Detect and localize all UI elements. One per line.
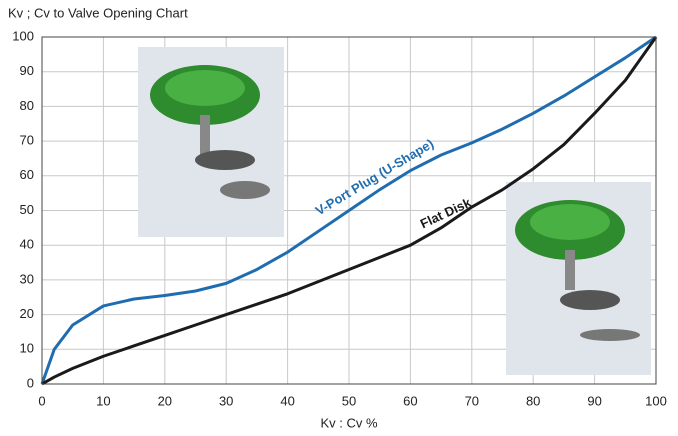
y-tick-label: 90: [20, 63, 34, 78]
series-line: [41, 36, 658, 386]
x-tick-label: 100: [645, 393, 667, 408]
x-tick-label: 50: [342, 393, 356, 408]
y-tick-label: 50: [20, 202, 34, 217]
product-image: [138, 47, 284, 237]
y-tick-label: 10: [20, 341, 34, 356]
product-image: [506, 182, 651, 375]
y-tick-label: 70: [20, 133, 34, 148]
x-tick-label: 60: [403, 393, 417, 408]
y-tick-label: 0: [27, 375, 34, 390]
x-tick-label: 80: [526, 393, 540, 408]
y-tick-label: 100: [12, 28, 34, 43]
x-tick-label: 10: [96, 393, 110, 408]
x-axis-label: Kv : Cv %: [320, 415, 378, 430]
plot-lines: [40, 35, 658, 386]
series-annotation: V-Port Plug (U-Shape): [313, 136, 436, 218]
y-tick-label: 80: [20, 98, 34, 113]
series-line: [40, 35, 657, 385]
x-tick-label: 0: [38, 393, 45, 408]
x-tick-label: 70: [465, 393, 479, 408]
plot-frame: [41, 36, 657, 385]
y-tick-label: 20: [20, 306, 34, 321]
chart-title: Kv ; Cv to Valve Opening Chart: [8, 5, 188, 20]
x-tick-label: 20: [158, 393, 172, 408]
x-tick-label: 90: [587, 393, 601, 408]
x-tick-label: 30: [219, 393, 233, 408]
y-tick-label: 30: [20, 271, 34, 286]
y-tick-label: 40: [20, 237, 34, 252]
y-tick-label: 60: [20, 167, 34, 182]
x-tick-label: 40: [280, 393, 294, 408]
